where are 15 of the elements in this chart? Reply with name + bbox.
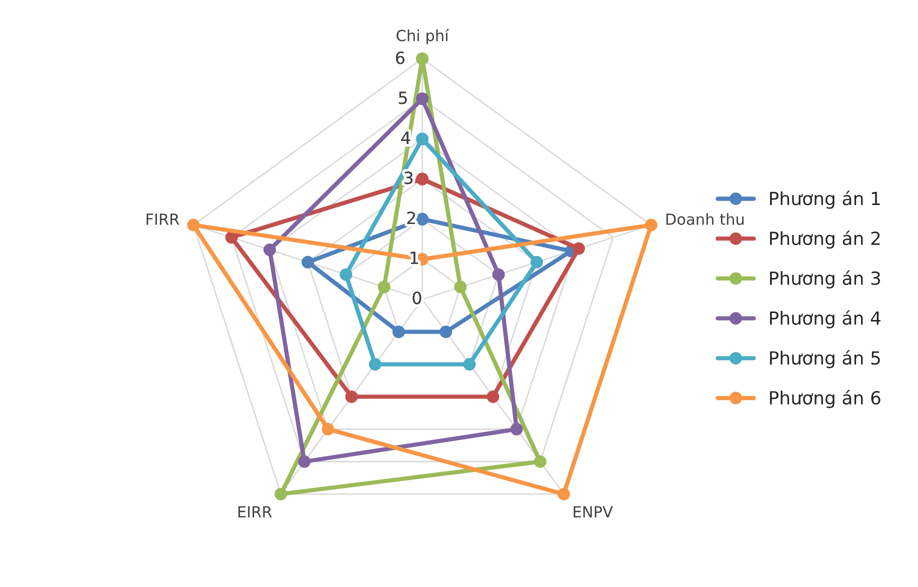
legend-label: Phương án 4 — [770, 310, 880, 328]
spoke-label: EIRR — [238, 506, 272, 518]
legend-label: Phương án 1 — [770, 190, 880, 209]
y-tick-label: 5 — [398, 92, 407, 104]
legend-label: Phương án 3 — [770, 270, 880, 289]
y-tick-label: 2 — [407, 212, 415, 224]
spoke-label: Doanh thu — [666, 213, 744, 225]
spoke-label: Chi phí — [396, 28, 450, 44]
spoke-label: FIRR — [146, 214, 180, 225]
y-tick-label: 0 — [412, 292, 422, 304]
legend-label: Phương án 2 — [770, 230, 880, 249]
y-tick-label: 6 — [396, 52, 404, 64]
legend-label: Phương án 5 — [770, 350, 880, 368]
spoke-label: ENPV — [574, 506, 613, 518]
legend-label: Phương án 6 — [770, 390, 880, 408]
